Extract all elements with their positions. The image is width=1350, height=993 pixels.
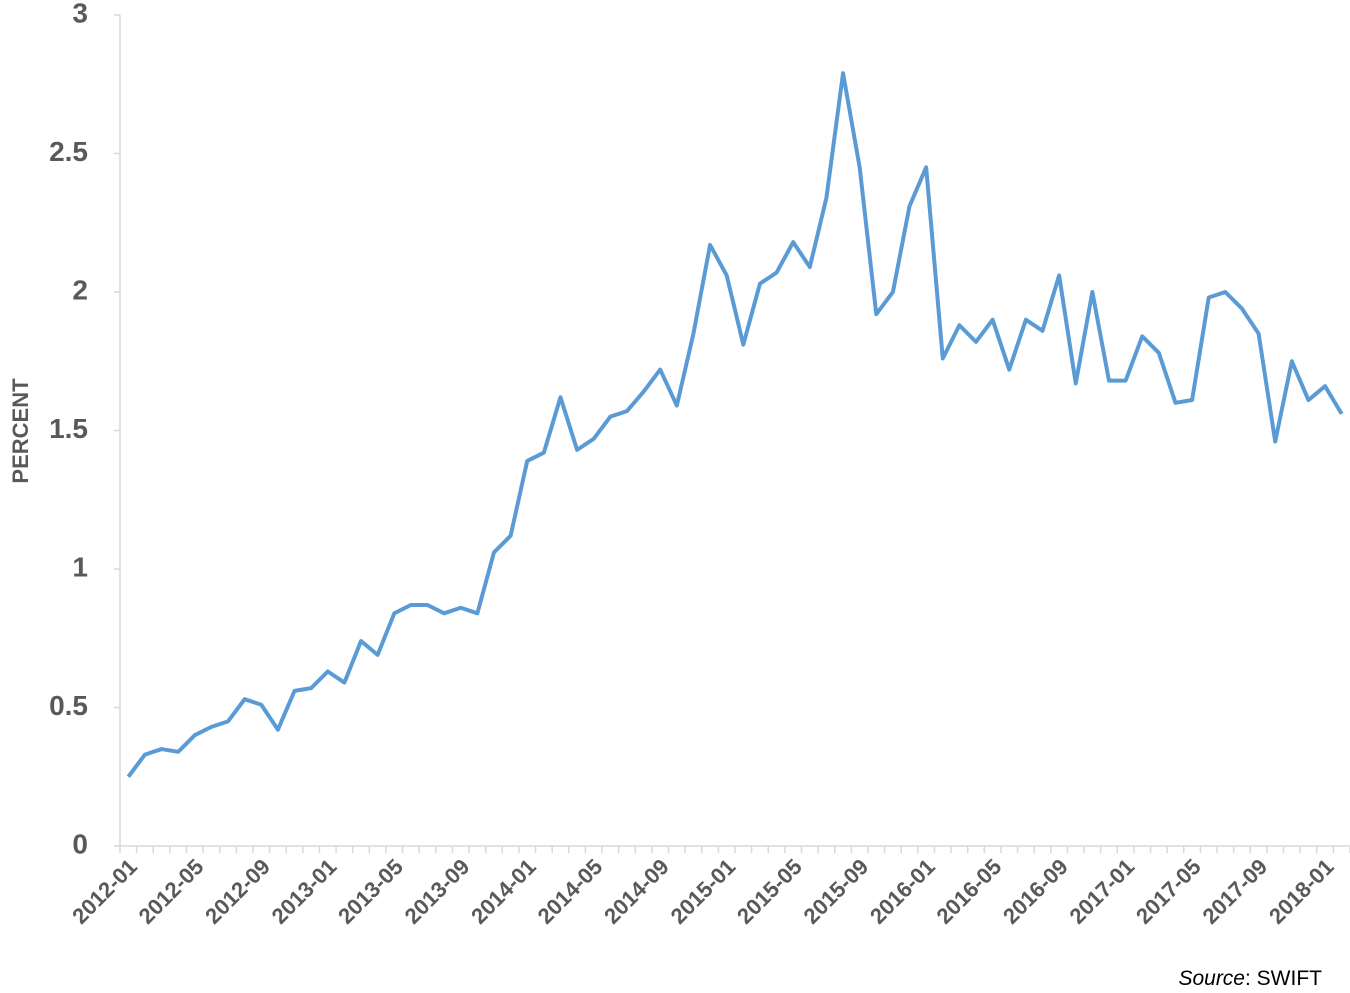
- y-axis-title: PERCENT: [8, 378, 33, 484]
- y-tick-label: 3: [72, 0, 88, 28]
- y-tick-label: 2.5: [49, 136, 88, 167]
- x-tick-label: 2013-05: [333, 854, 408, 929]
- x-tick-label: 2017-01: [1064, 854, 1139, 929]
- x-tick-label: 2012-01: [67, 854, 142, 929]
- x-tick-label: 2015-05: [732, 854, 807, 929]
- x-tick-label: 2017-09: [1197, 854, 1272, 929]
- x-tick-label: 2016-05: [932, 854, 1007, 929]
- x-tick-label: 2018-01: [1264, 854, 1339, 929]
- x-tick-label: 2015-09: [799, 854, 874, 929]
- y-tick-label: 0: [72, 828, 88, 859]
- x-tick-label: 2013-09: [400, 854, 475, 929]
- x-tick-label: 2013-01: [267, 854, 342, 929]
- y-tick-label: 0.5: [49, 690, 88, 721]
- data-line: [126, 71, 1344, 778]
- x-tick-label: 2012-05: [134, 854, 209, 929]
- y-tick-label: 1: [72, 551, 88, 582]
- x-tick-label: 2014-05: [533, 854, 608, 929]
- x-tick-label: 2014-09: [599, 854, 674, 929]
- source-note: Source: SWIFT: [1178, 967, 1322, 990]
- x-tick-label: 2014-01: [466, 854, 541, 929]
- x-tick-label: 2012-09: [200, 854, 275, 929]
- source-label: Source: [1178, 967, 1245, 990]
- y-tick-label: 2: [72, 274, 88, 305]
- x-tick-label: 2016-09: [998, 854, 1073, 929]
- x-tick-label: 2015-01: [666, 854, 741, 929]
- y-tick-label: 1.5: [49, 413, 88, 444]
- x-tick-label: 2017-05: [1131, 854, 1206, 929]
- source-text: : SWIFT: [1245, 967, 1322, 990]
- x-tick-label: 2016-01: [865, 854, 940, 929]
